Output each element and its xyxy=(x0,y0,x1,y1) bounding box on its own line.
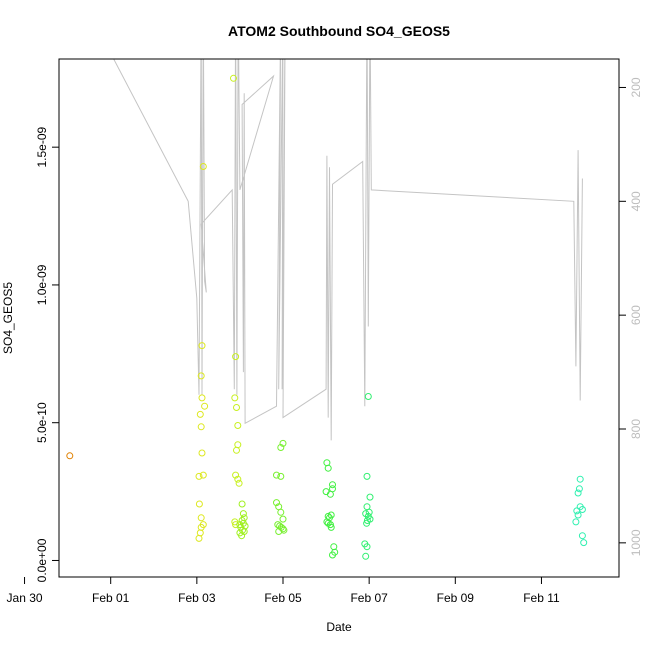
data-point xyxy=(327,511,335,519)
data-point xyxy=(198,394,206,402)
data-point xyxy=(574,511,582,519)
data-point xyxy=(277,508,285,516)
y-tick-label: 0.0e+00 xyxy=(35,538,49,582)
data-point xyxy=(234,475,242,483)
data-point xyxy=(580,539,588,547)
data-point xyxy=(198,449,206,457)
y-axis: 0.0e+00 5.0e-10 1.0e-09 1.5e-09 xyxy=(35,126,59,582)
data-point xyxy=(199,163,207,170)
data-point xyxy=(239,510,247,518)
x-tick-label: Jan 30 xyxy=(7,591,43,605)
data-point xyxy=(195,534,203,542)
x-axis: Jan 30 Feb 01 Feb 03 Feb 05 Feb 07 Feb 09 Feb … xyxy=(7,577,560,605)
data-point xyxy=(275,528,283,535)
data-point xyxy=(573,507,581,515)
data-point xyxy=(239,519,247,527)
data-point xyxy=(330,543,338,551)
y2-axis-pressure: 200 400 600 800 1000 xyxy=(619,77,643,556)
data-point xyxy=(195,472,203,480)
y2-tick-label: 400 xyxy=(629,191,643,211)
data-point xyxy=(277,444,285,451)
x-tick-label: Feb 11 xyxy=(523,591,560,605)
data-point xyxy=(363,517,371,524)
y2-tick-label: 600 xyxy=(629,305,643,325)
data-point xyxy=(279,439,287,447)
data-point xyxy=(279,515,287,523)
data-point xyxy=(232,521,240,529)
data-point xyxy=(329,551,336,559)
y-tick-label: 1.5e-09 xyxy=(35,126,49,167)
x-tick-label: Feb 05 xyxy=(264,591,302,605)
data-point xyxy=(574,489,582,497)
data-point xyxy=(326,521,334,529)
x-tick-label: Feb 07 xyxy=(350,591,388,605)
data-point xyxy=(234,422,242,429)
data-point xyxy=(572,518,580,526)
data-point xyxy=(201,402,209,410)
y-axis-label: SO4_GEOS5 xyxy=(1,282,15,354)
data-point xyxy=(232,353,240,361)
x-tick-label: Feb 03 xyxy=(178,591,216,605)
data-point xyxy=(197,514,205,522)
y2-tick-label: 1000 xyxy=(629,529,643,556)
data-point xyxy=(329,481,336,489)
data-point xyxy=(362,552,370,560)
data-point xyxy=(327,523,335,531)
y-tick-label: 5.0e-10 xyxy=(35,402,49,443)
data-point xyxy=(233,446,240,454)
x-axis-label: Date xyxy=(326,620,352,634)
data-point xyxy=(231,394,239,402)
data-point xyxy=(363,519,371,527)
data-point xyxy=(230,74,237,82)
y-tick-label: 1.0e-09 xyxy=(35,264,49,305)
chart-title: ATOM2 Southbound SO4_GEOS5 xyxy=(228,23,450,39)
data-point xyxy=(198,342,206,350)
data-point xyxy=(364,393,372,400)
plot-frame xyxy=(58,58,620,578)
data-point xyxy=(363,503,371,511)
data-point xyxy=(199,471,207,479)
y2-tick-label: 200 xyxy=(629,77,643,97)
data-point xyxy=(366,493,374,501)
data-point xyxy=(195,500,203,508)
data-point xyxy=(273,471,280,479)
data-point xyxy=(365,508,373,516)
data-point xyxy=(324,464,332,472)
x-tick-label: Feb 09 xyxy=(437,591,475,605)
pressure-line xyxy=(113,59,583,441)
data-point xyxy=(235,479,243,487)
data-point xyxy=(273,499,280,507)
data-point xyxy=(277,472,285,480)
plot-area xyxy=(66,59,588,560)
data-point xyxy=(236,521,244,529)
data-point xyxy=(234,441,242,449)
x-tick-label: Feb 01 xyxy=(92,591,130,605)
data-point xyxy=(233,404,240,411)
data-point xyxy=(196,410,204,418)
data-point xyxy=(238,532,246,540)
data-point xyxy=(578,532,586,540)
data-point xyxy=(363,472,371,480)
data-point xyxy=(576,475,584,483)
data-point xyxy=(197,423,205,431)
data-point xyxy=(197,372,205,380)
data-point xyxy=(232,471,240,479)
data-point xyxy=(329,485,336,493)
data-point xyxy=(66,452,74,460)
data-point xyxy=(238,500,246,508)
data-point xyxy=(575,485,583,493)
y2-tick-label: 800 xyxy=(629,419,643,439)
data-point xyxy=(280,526,288,534)
data-point xyxy=(363,543,371,551)
